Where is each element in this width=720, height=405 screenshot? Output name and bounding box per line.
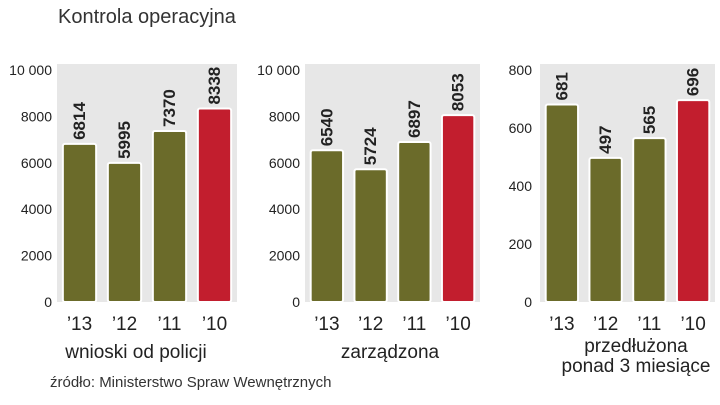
panel-title: wnioski od policji (64, 342, 207, 363)
bar (440, 114, 476, 304)
x-tick-label: ’10 (680, 314, 705, 335)
y-tick-label: 0 (524, 294, 532, 310)
y-tick-label: 2000 (21, 248, 52, 264)
y-tick-label: 0 (44, 294, 52, 310)
source-note: źródło: Ministerstwo Spraw Wewnętrznych (50, 374, 332, 391)
y-tick-label: 0 (292, 294, 300, 310)
bar (544, 103, 580, 304)
y-tick-label: 400 (509, 178, 533, 194)
bar (196, 107, 233, 304)
panel-title-line: ponad 3 miesiące (562, 356, 711, 377)
x-tick-label: ’11 (637, 314, 661, 335)
bar-value-label: 696 (684, 68, 703, 96)
bar-value-label: 497 (596, 125, 615, 153)
x-tick-label: ’10 (445, 314, 470, 335)
y-tick-label: 8000 (269, 108, 300, 124)
panel-title-line: przedłużona (584, 336, 688, 357)
x-tick-label: ’12 (358, 314, 383, 335)
bar-value-label: 8053 (449, 73, 468, 111)
bar-value-label: 7370 (160, 89, 179, 127)
bar-value-label: 6540 (317, 108, 336, 146)
y-tick-label: 10 000 (257, 62, 300, 78)
panel-title: zarządzona (341, 342, 440, 363)
y-tick-label: 800 (509, 62, 533, 78)
x-tick-label: ’12 (112, 314, 137, 335)
bar-value-label: 6897 (405, 100, 424, 138)
y-tick-label: 4000 (269, 201, 300, 217)
bar (397, 140, 432, 303)
x-tick-label: ’11 (402, 314, 426, 335)
bar (151, 130, 188, 303)
x-tick-label: ’10 (202, 314, 227, 335)
x-tick-label: ’12 (593, 314, 618, 335)
bar (353, 168, 388, 303)
bar (675, 99, 711, 303)
y-tick-label: 6000 (269, 155, 300, 171)
bar (588, 156, 623, 303)
chart-title: Kontrola operacyjna (58, 6, 236, 28)
bar-value-label: 681 (552, 72, 571, 100)
y-tick-label: 4000 (21, 201, 52, 217)
bar-value-label: 8338 (205, 67, 224, 105)
x-tick-label: ’11 (158, 314, 182, 335)
bar (106, 161, 143, 303)
bar (61, 142, 98, 303)
y-tick-label: 2000 (269, 248, 300, 264)
bar-value-label: 5995 (115, 121, 134, 159)
y-tick-label: 600 (509, 120, 533, 136)
bar-value-label: 565 (640, 106, 659, 134)
bar-value-label: 5724 (361, 127, 380, 165)
x-tick-label: ’13 (314, 314, 339, 335)
y-tick-label: 8000 (21, 108, 52, 124)
bar (309, 149, 345, 303)
bar (632, 137, 667, 303)
x-tick-label: ’13 (67, 314, 92, 335)
y-tick-label: 6000 (21, 155, 52, 171)
y-tick-label: 10 000 (9, 62, 52, 78)
bar-value-label: 6814 (70, 102, 89, 140)
y-tick-label: 200 (509, 236, 533, 252)
x-tick-label: ’13 (549, 314, 574, 335)
